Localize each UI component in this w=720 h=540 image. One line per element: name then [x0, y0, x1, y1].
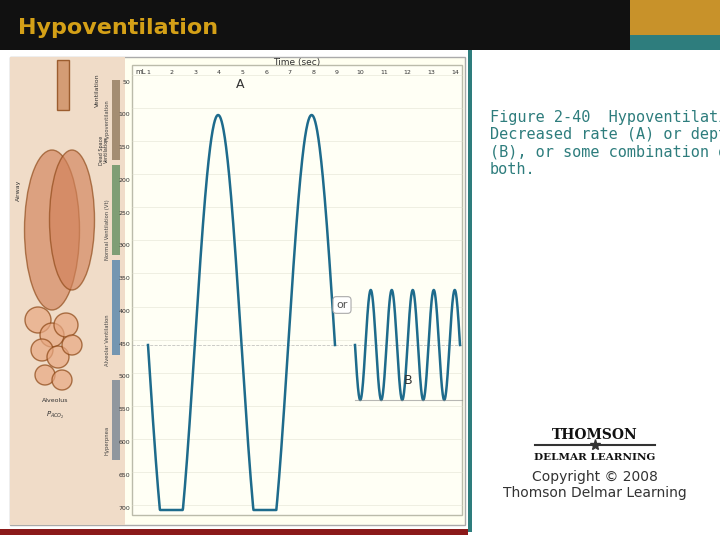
Circle shape — [62, 335, 82, 355]
Text: 3: 3 — [193, 70, 197, 75]
Text: DELMAR LEARNING: DELMAR LEARNING — [534, 454, 656, 462]
Text: Ventilation: Ventilation — [94, 73, 99, 107]
Bar — [0, 529, 468, 535]
Bar — [132, 65, 462, 515]
Text: 550: 550 — [118, 407, 130, 412]
Text: $P_{ACO_2}$: $P_{ACO_2}$ — [45, 409, 64, 421]
Text: 8: 8 — [311, 70, 315, 75]
Circle shape — [54, 313, 78, 337]
Text: Dead Space
Ventilation: Dead Space Ventilation — [99, 136, 109, 165]
Text: 650: 650 — [118, 472, 130, 478]
Bar — [112, 80, 120, 160]
Text: 100: 100 — [118, 112, 130, 117]
Circle shape — [47, 346, 69, 368]
Text: 2: 2 — [170, 70, 174, 75]
Bar — [630, 0, 720, 35]
Text: 4: 4 — [217, 70, 221, 75]
Text: Figure 2-40  Hypoventilation.
Decreased rate (A) or depth
(B), or some combinati: Figure 2-40 Hypoventilation. Decreased r… — [490, 110, 720, 177]
Text: 50: 50 — [122, 79, 130, 84]
Bar — [57, 60, 69, 110]
Text: Normal Ventilation (Vt): Normal Ventilation (Vt) — [105, 200, 110, 260]
Text: 6: 6 — [264, 70, 268, 75]
Text: 200: 200 — [118, 178, 130, 183]
Text: 300: 300 — [118, 244, 130, 248]
Text: 10: 10 — [356, 70, 364, 75]
Circle shape — [35, 365, 55, 385]
Text: 400: 400 — [118, 309, 130, 314]
Text: 700: 700 — [118, 505, 130, 510]
Text: 350: 350 — [118, 276, 130, 281]
Bar — [10, 57, 125, 525]
Bar — [0, 0, 720, 50]
Text: Copyright © 2008
Thomson Delmar Learning: Copyright © 2008 Thomson Delmar Learning — [503, 470, 687, 500]
Bar — [112, 165, 120, 255]
Bar — [112, 380, 120, 460]
Text: or: or — [336, 300, 348, 310]
Text: 12: 12 — [404, 70, 412, 75]
Text: 250: 250 — [118, 211, 130, 215]
Ellipse shape — [50, 150, 94, 290]
Text: 450: 450 — [118, 342, 130, 347]
Bar — [630, 35, 720, 50]
Text: THOMSON: THOMSON — [552, 428, 638, 442]
Text: Hypoventilation: Hypoventilation — [105, 99, 110, 141]
Circle shape — [25, 307, 51, 333]
Text: 9: 9 — [335, 70, 339, 75]
Text: Hypoventilation: Hypoventilation — [18, 18, 218, 38]
Text: 11: 11 — [380, 70, 388, 75]
Circle shape — [31, 339, 53, 361]
Text: 14: 14 — [451, 70, 459, 75]
Text: 1: 1 — [146, 70, 150, 75]
Bar — [10, 57, 465, 525]
Text: Alveolar Ventilation: Alveolar Ventilation — [105, 314, 110, 366]
Text: mL: mL — [135, 69, 145, 75]
Text: 5: 5 — [240, 70, 244, 75]
Text: Alveolus: Alveolus — [42, 397, 68, 402]
Bar — [468, 50, 472, 532]
Circle shape — [40, 323, 64, 347]
Text: 600: 600 — [118, 440, 130, 445]
Text: A: A — [235, 78, 244, 91]
Text: 7: 7 — [288, 70, 292, 75]
Text: 150: 150 — [118, 145, 130, 150]
Text: 500: 500 — [118, 374, 130, 380]
Text: B: B — [404, 374, 413, 387]
Text: 13: 13 — [428, 70, 436, 75]
Text: Time (sec): Time (sec) — [274, 57, 320, 66]
Ellipse shape — [24, 150, 79, 310]
Text: Hyperpnea: Hyperpnea — [105, 426, 110, 455]
Bar — [112, 260, 120, 355]
Text: Airway: Airway — [16, 179, 20, 201]
Circle shape — [52, 370, 72, 390]
